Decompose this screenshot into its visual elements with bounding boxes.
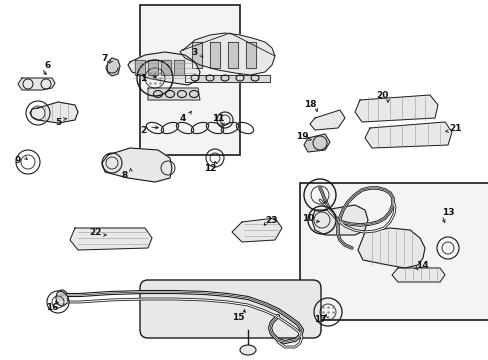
Bar <box>299 183 488 320</box>
Text: 7: 7 <box>102 54 108 63</box>
Text: 21: 21 <box>448 123 460 132</box>
Text: 6: 6 <box>45 60 51 69</box>
Text: 20: 20 <box>375 90 387 99</box>
Polygon shape <box>161 60 171 75</box>
Text: 4: 4 <box>180 113 186 122</box>
Bar <box>140 5 240 155</box>
Polygon shape <box>135 60 145 75</box>
Text: 9: 9 <box>15 156 21 165</box>
Polygon shape <box>311 205 367 235</box>
Text: 18: 18 <box>303 99 316 108</box>
Polygon shape <box>128 52 200 85</box>
Polygon shape <box>192 42 202 68</box>
Polygon shape <box>227 42 238 68</box>
Polygon shape <box>174 60 183 75</box>
Ellipse shape <box>240 345 256 355</box>
Polygon shape <box>184 75 269 82</box>
Text: 2: 2 <box>140 126 146 135</box>
Text: 10: 10 <box>301 213 314 222</box>
Polygon shape <box>391 268 444 282</box>
Polygon shape <box>245 42 256 68</box>
Text: 22: 22 <box>90 228 102 237</box>
Text: 14: 14 <box>415 261 427 270</box>
Text: 1: 1 <box>140 73 146 82</box>
Polygon shape <box>102 148 172 182</box>
Text: 3: 3 <box>191 48 198 57</box>
Polygon shape <box>209 42 220 68</box>
Text: 23: 23 <box>265 216 278 225</box>
Polygon shape <box>357 228 424 268</box>
Polygon shape <box>148 60 158 75</box>
Polygon shape <box>231 218 282 242</box>
Text: 16: 16 <box>46 303 58 312</box>
Text: 5: 5 <box>55 117 61 126</box>
Polygon shape <box>30 102 78 123</box>
Polygon shape <box>309 110 345 130</box>
Text: 13: 13 <box>441 207 453 216</box>
Polygon shape <box>18 78 55 90</box>
Text: 8: 8 <box>122 171 128 180</box>
Text: 19: 19 <box>295 131 307 140</box>
Text: 11: 11 <box>211 113 224 122</box>
FancyBboxPatch shape <box>140 280 320 338</box>
Polygon shape <box>70 228 152 250</box>
Polygon shape <box>364 122 451 148</box>
Polygon shape <box>180 33 274 75</box>
Polygon shape <box>304 134 329 152</box>
Polygon shape <box>354 95 437 122</box>
Ellipse shape <box>56 290 68 306</box>
Polygon shape <box>148 88 200 100</box>
Text: 12: 12 <box>203 163 216 172</box>
Polygon shape <box>107 58 120 76</box>
Text: 15: 15 <box>231 314 244 323</box>
Text: 17: 17 <box>313 315 325 324</box>
